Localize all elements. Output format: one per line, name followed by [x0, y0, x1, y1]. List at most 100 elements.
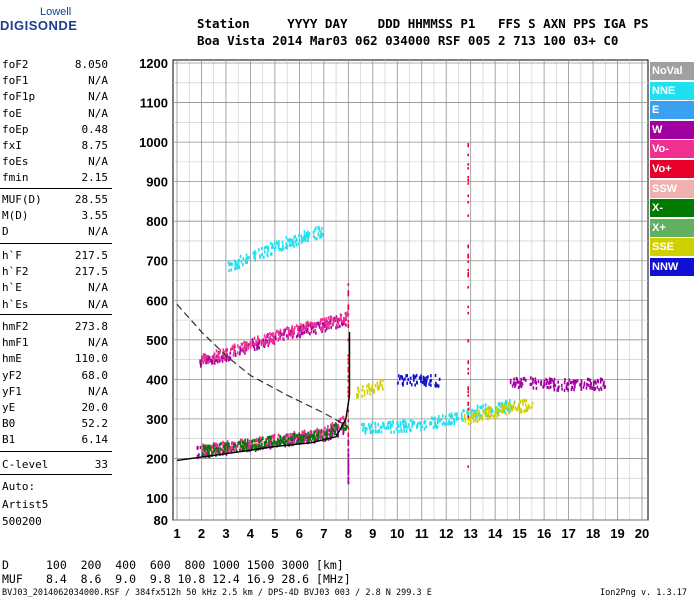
trace-point [267, 444, 269, 448]
trace-point [257, 342, 259, 346]
trace-point [517, 405, 520, 409]
param-name: fxI [2, 139, 22, 152]
trace-point [553, 377, 556, 381]
param-name: yF2 [2, 368, 22, 382]
trace-point [247, 346, 250, 350]
trace-point [299, 335, 301, 339]
trace-point [285, 326, 288, 331]
trace-point [246, 344, 249, 348]
trace-point [267, 436, 269, 440]
trace-point [599, 380, 602, 384]
trace-point [503, 410, 506, 414]
trace-point [305, 321, 307, 326]
trace-point [329, 316, 332, 320]
trace-point [280, 440, 283, 444]
muf-table-d-values: 100 200 400 600 800 1000 1500 3000 [km] [46, 558, 344, 572]
trace-point [461, 417, 463, 421]
trace-point [261, 253, 263, 257]
trace-point [317, 438, 320, 442]
trace-point [300, 332, 303, 336]
trace-point [224, 442, 227, 446]
trace-point [535, 380, 537, 384]
trace-point [277, 437, 279, 441]
trace-point [319, 432, 321, 436]
trace-point [321, 325, 324, 329]
trace-point [589, 386, 591, 390]
trace-point [316, 429, 319, 433]
trace-point [336, 434, 339, 438]
trace-point [347, 325, 350, 328]
trace-point [256, 345, 258, 349]
trace-point [334, 431, 337, 436]
trace-point [409, 380, 412, 384]
trace-point [516, 377, 518, 381]
trace-point [240, 260, 243, 264]
param-name: C-level [2, 458, 49, 471]
trace-point [530, 405, 533, 409]
trace-point [225, 356, 228, 360]
x-tick-label: 15 [512, 526, 526, 541]
trace-point [310, 434, 313, 438]
trace-point [401, 375, 404, 379]
trace-point [346, 311, 349, 315]
trace-point [416, 380, 418, 384]
trace-point [347, 379, 350, 383]
trace-point [573, 379, 575, 383]
trace-point [305, 326, 307, 330]
trace-point [467, 143, 470, 146]
trace-point [303, 330, 306, 335]
trace-point [347, 358, 350, 361]
trace-point [241, 342, 244, 346]
trace-point [268, 443, 270, 447]
trace-point [570, 387, 573, 392]
trace-point [221, 359, 224, 363]
param-row: M(D) 3.55 [2, 209, 108, 223]
param-name: B0 [2, 417, 16, 431]
trace-point [307, 236, 309, 241]
param-name: foEs [2, 155, 29, 169]
trace-point [602, 383, 605, 387]
trace-point [574, 382, 576, 386]
trace-point [254, 342, 257, 346]
x-tick-label: 10 [390, 526, 404, 541]
trace-point [232, 346, 235, 350]
trace-point [299, 434, 302, 438]
trace-point [484, 413, 487, 418]
trace-point [270, 436, 272, 440]
trace-point [414, 375, 417, 379]
trace-point [302, 437, 305, 441]
trace-point [300, 438, 302, 442]
trace-point [232, 344, 234, 348]
trace-point [288, 330, 291, 334]
trace-point [546, 379, 548, 383]
trace-point [212, 449, 215, 453]
trace-point [599, 377, 602, 381]
trace-point [287, 433, 289, 437]
trace-point [312, 323, 314, 327]
trace-point [467, 245, 470, 249]
trace-point [524, 378, 527, 382]
trace-point [310, 330, 313, 334]
trace-point [210, 445, 213, 449]
trace-point [304, 433, 307, 437]
trace-point [224, 450, 227, 455]
trace-point [430, 383, 432, 387]
trace-point [382, 421, 384, 425]
trace-point [408, 425, 411, 430]
trace-point [205, 361, 207, 365]
trace-point [296, 433, 298, 438]
trace-point [253, 336, 256, 340]
trace-point [516, 408, 519, 412]
trace-point [315, 331, 317, 335]
trace-point [300, 436, 303, 441]
trace-point [438, 415, 440, 419]
trace-point [525, 409, 527, 413]
trace-point [238, 265, 240, 270]
trace-point [298, 326, 301, 330]
trace-point [319, 430, 322, 434]
x-tick-label: 12 [439, 526, 453, 541]
trace-point [328, 326, 330, 330]
trace-point [467, 387, 470, 391]
trace-point [509, 399, 511, 403]
trace-point [305, 330, 308, 334]
